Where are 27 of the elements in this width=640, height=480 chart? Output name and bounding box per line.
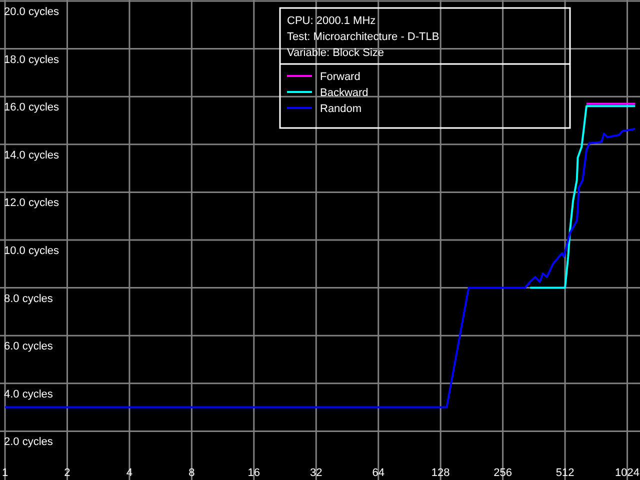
x-tick-label: 8: [188, 467, 195, 479]
annotation: CPU: 2000.1 MHz: [287, 15, 376, 27]
legend-label: Backward: [320, 87, 368, 99]
y-tick-label: 20.0 cycles: [4, 6, 60, 18]
y-tick-label: 4.0 cycles: [4, 388, 54, 400]
legend-label: Random: [320, 103, 362, 115]
legend-label: Forward: [320, 71, 360, 83]
x-tick-label: 1024: [615, 467, 640, 479]
y-tick-label: 6.0 cycles: [4, 340, 54, 353]
y-tick-label: 2.0 cycles: [4, 436, 54, 448]
y-tick-label: 10.0 cycles: [4, 245, 60, 257]
x-tick-label: 64: [372, 467, 384, 479]
y-tick-label: 8.0 cycles: [4, 292, 54, 305]
y-tick-label: 18.0 cycles: [4, 54, 60, 66]
x-tick-label: 32: [310, 467, 322, 479]
x-tick-label: 256: [494, 467, 512, 479]
x-tick-label: 1: [2, 467, 8, 479]
x-tick-label: 16: [248, 467, 260, 479]
x-tick-label: 128: [431, 467, 450, 479]
annotation: Variable: Block Size: [287, 47, 384, 59]
x-tick-label: 512: [556, 467, 574, 479]
y-tick-label: 14.0 cycles: [4, 149, 60, 162]
x-tick-label: 2: [64, 467, 70, 479]
y-tick-label: 16.0 cycles: [4, 102, 60, 114]
annotation: Test: Microarchitecture - D-TLB: [287, 31, 440, 43]
x-tick-label: 4: [126, 467, 133, 479]
y-tick-label: 12.0 cycles: [4, 197, 60, 210]
